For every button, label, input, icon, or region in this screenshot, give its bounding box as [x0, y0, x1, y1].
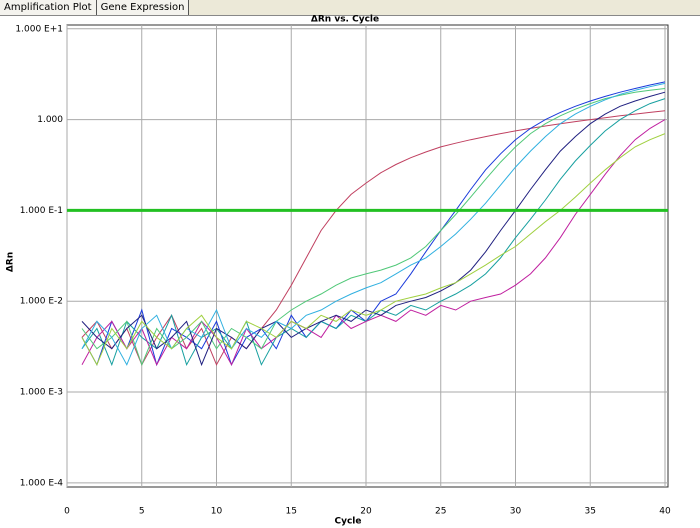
tab[interactable]: Gene Expression [96, 0, 190, 15]
amplification-curve [81, 133, 666, 366]
chart-title: ΔRn vs. Cycle [311, 15, 379, 25]
x-tick-label: 20 [360, 507, 372, 517]
x-tick-label: 30 [510, 507, 522, 517]
x-tick-label: 0 [64, 507, 70, 517]
x-tick-label: 40 [659, 507, 671, 517]
y-tick-label: 1.000 [37, 115, 63, 125]
y-tick-label: 1.000 E-4 [20, 478, 64, 488]
amplification-curve [81, 81, 666, 367]
amplification-curve [81, 110, 666, 366]
y-tick-label: 1.000 E+1 [15, 24, 63, 34]
x-tick-label: 10 [211, 507, 223, 517]
x-tick-label: 15 [286, 507, 297, 517]
tab[interactable]: Amplification Plot [0, 0, 97, 15]
x-tick-label: 25 [435, 507, 446, 517]
plot-area [66, 24, 669, 488]
x-tick-label: 35 [585, 507, 596, 517]
y-tick-label: 1.000 E-3 [20, 388, 63, 398]
y-tick-label: 1.000 E-2 [20, 297, 63, 307]
y-axis-label: ΔRn [6, 252, 16, 272]
x-axis-label: Cycle [335, 517, 362, 527]
tab-bar: Amplification Plot Gene Expression [0, 0, 700, 16]
y-tick-label: 1.000 E-1 [20, 206, 63, 216]
x-tick-label: 5 [139, 507, 145, 517]
amplification-curve [81, 98, 666, 367]
amplification-curve [81, 88, 666, 367]
